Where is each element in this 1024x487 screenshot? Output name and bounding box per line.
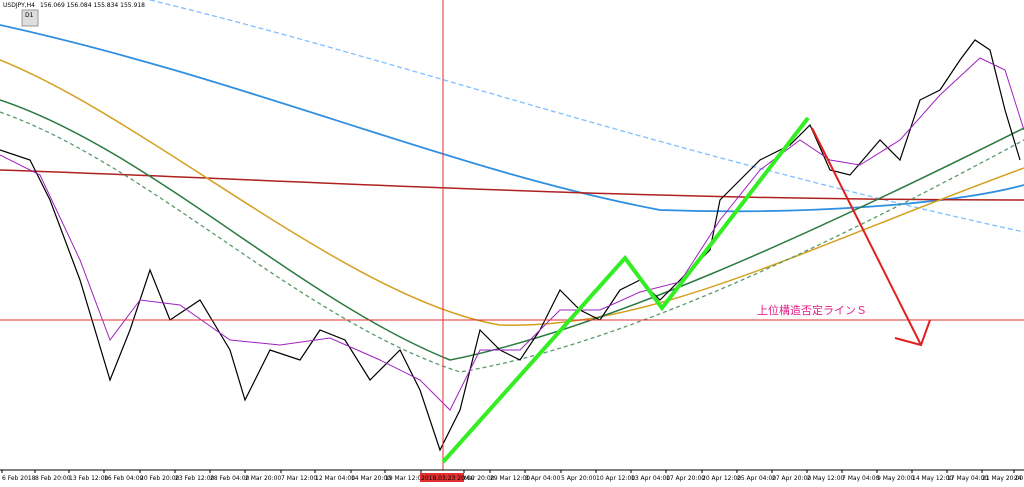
ma-orange [0, 59, 1024, 326]
x-tick-label: 5 Apr 20:00 [561, 475, 596, 482]
annotation: 上位構造否定ラインＳ [757, 303, 867, 317]
x-tick-label: 14 May 12:00 [912, 475, 953, 482]
x-tick-label: 20 Apr 12:00 [702, 475, 741, 482]
badge-label: D1 [25, 12, 34, 19]
x-tick-label: 13 Feb 12:00 [69, 475, 109, 482]
price [0, 39, 1021, 452]
x-tick-label: 13 Apr 04:00 [631, 475, 670, 482]
quote: 156.069 156.084 155.834 155.918 [40, 2, 145, 9]
ma-red [0, 169, 1024, 201]
x-tick-label: 17 May 04:00 [947, 475, 988, 482]
zigzag [441, 116, 810, 464]
ma-green [0, 99, 1024, 361]
x-tick-label: 2018.03.23 20:00 [421, 475, 475, 482]
indicators [0, 0, 1024, 373]
x-tick-label: 7 Mar 12:00 [281, 475, 317, 482]
x-tick-label: 2 Mar 20:00 [245, 475, 281, 482]
x-tick-label: 20 Feb 20:00 [140, 475, 180, 482]
x-tick-label: 8 Feb 20:00 [35, 475, 71, 482]
x-tick-label: 7 May 04:00 [842, 475, 880, 482]
x-tick-label: 28 Feb 04:00 [210, 475, 250, 482]
x-tick-label: 21 May 20:00 [982, 475, 1023, 482]
x-label-highlight [420, 473, 464, 482]
badge[interactable] [21, 9, 39, 27]
x-tick-label: 10 Apr 12:00 [596, 475, 635, 482]
x-tick-label: 12 Mar 04:00 [315, 475, 355, 482]
x-tick-label: 23 Feb 12:00 [175, 475, 215, 482]
x-tick-label: Mar 20:00 [464, 475, 495, 482]
down-arrow [811, 127, 931, 347]
x-tick-label: 16 Feb 04:00 [104, 475, 144, 482]
x-tick-label: 24 [1014, 475, 1022, 482]
x-tick-label: 17 Apr 20:00 [666, 475, 705, 482]
x-tick-label: 27 Apr 20:00 [772, 475, 811, 482]
ma-purple [0, 57, 1024, 411]
ma-blue [0, 24, 1024, 213]
x-tick-label: 9 May 20:00 [877, 475, 915, 482]
x-tick-label: 2 May 12:00 [807, 475, 845, 482]
x-tick-label: 25 Apr 04:00 [737, 475, 776, 482]
x-tick-label: 29 Mar 12:00 [490, 475, 530, 482]
x-tick-label: 3 Apr 04:00 [525, 475, 560, 482]
x-tick-label: 14 Mar 20:00 [351, 475, 391, 482]
symbol: USDJPY,H4 [3, 2, 35, 9]
x-tick-label: 6 Feb 2018 [2, 475, 36, 482]
x-tick-label: 19 Mar 12:00 [385, 475, 425, 482]
ma-dashed [149, 0, 1024, 233]
